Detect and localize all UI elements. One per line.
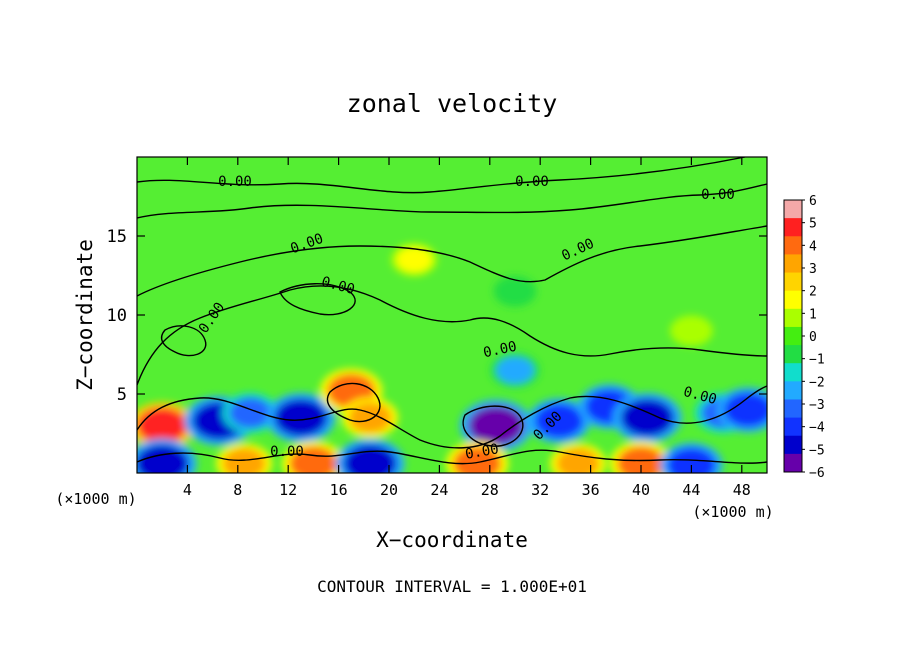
heat-cell xyxy=(222,448,266,473)
contour-label: 0.00 xyxy=(464,441,500,463)
contour-interval: CONTOUR INTERVAL = 1.000E+01 xyxy=(317,577,587,596)
x-tick-label: 24 xyxy=(430,481,448,499)
heat-cell xyxy=(137,444,189,473)
x-tick-label: 16 xyxy=(330,481,348,499)
heat-cell xyxy=(468,405,524,446)
x-tick-label: 32 xyxy=(531,481,549,499)
contour-line xyxy=(279,283,356,316)
contour-line xyxy=(137,225,767,297)
heat-cell xyxy=(620,398,674,437)
x-tick-label: 40 xyxy=(632,481,650,499)
colorbar-tick-label: 3 xyxy=(809,262,817,277)
colorbar-tick-label: 4 xyxy=(809,239,817,254)
colorbar-segment xyxy=(784,218,802,237)
heatmap-field xyxy=(137,243,767,473)
heat-cell xyxy=(674,319,708,343)
x-axis: 4 8 12 16 20 24 28 32 36 40 44 48 xyxy=(183,157,751,499)
contour-label: 0.00 xyxy=(482,339,518,362)
heat-cell xyxy=(348,402,392,434)
heat-cell xyxy=(556,448,600,473)
colorbar-tick-label: −1 xyxy=(809,353,825,368)
contour-line xyxy=(137,183,767,219)
chart-title: zonal velocity xyxy=(347,89,558,118)
heat-cell xyxy=(137,407,188,444)
heat-cell xyxy=(274,398,328,437)
colorbar-segment xyxy=(784,417,802,437)
contour-line xyxy=(326,382,381,423)
colorbar-tick-label: 6 xyxy=(809,194,817,209)
contour-line xyxy=(137,157,746,194)
colorbar-segment xyxy=(784,308,802,328)
contour-label: 0.00 xyxy=(270,444,304,460)
contour-line xyxy=(137,285,767,386)
colorbar-segment xyxy=(784,363,802,382)
colorbar-segment xyxy=(784,290,802,310)
colorbar-tick-label: 5 xyxy=(809,217,817,232)
x-tick-label: 28 xyxy=(481,481,499,499)
heat-cell xyxy=(496,356,534,384)
contour-label: 0.00 xyxy=(515,174,549,190)
x-unit-right: (×1000 m) xyxy=(692,503,773,521)
colorbar-segment xyxy=(784,453,802,473)
y-tick-label: 5 xyxy=(117,385,127,405)
x-tick-label: 20 xyxy=(380,481,398,499)
x-axis-label: X−coordinate xyxy=(376,528,528,552)
colorbar-segment xyxy=(784,272,802,292)
colorbar-tick-label: −2 xyxy=(809,375,825,390)
x-tick-label: 4 xyxy=(183,481,192,499)
contour-label: 0.00 xyxy=(701,187,735,203)
colorbar-tick-label: 0 xyxy=(809,330,817,345)
x-tick-label: 8 xyxy=(233,481,242,499)
contour-line xyxy=(137,385,767,449)
contour-lines xyxy=(137,157,767,465)
colorbar-tick-label: −4 xyxy=(809,421,825,436)
contour-line xyxy=(160,325,207,357)
y-tick-label: 10 xyxy=(107,306,127,326)
x-tick-label: 44 xyxy=(682,481,700,499)
colorbar-tick-label: 2 xyxy=(809,285,817,300)
contour-line xyxy=(462,405,524,447)
heat-cell xyxy=(453,446,502,473)
heat-cell xyxy=(396,247,432,273)
colorbar-segment xyxy=(784,326,802,346)
y-axis: 5 10 15 xyxy=(107,227,767,405)
heat-cell xyxy=(228,397,272,429)
x-tick-label: 36 xyxy=(582,481,600,499)
colorbar-segment xyxy=(784,435,802,455)
x-unit-left: (×1000 m) xyxy=(55,490,136,508)
colorbar-tick-label: −3 xyxy=(809,398,825,413)
heat-cell xyxy=(535,403,584,439)
heat-cell xyxy=(289,446,338,473)
colorbar: 6 5 4 3 2 1 0 −1 −2 −3 −4 −5 −6 xyxy=(783,194,825,481)
x-tick-label: 12 xyxy=(279,481,297,499)
colorbar-segment xyxy=(784,381,802,400)
colorbar-segment xyxy=(784,345,802,364)
colorbar-segment xyxy=(784,200,802,219)
colorbar-tick-label: −6 xyxy=(809,466,825,481)
contour-line xyxy=(137,449,767,465)
heat-cell xyxy=(498,279,532,304)
x-tick-label: 48 xyxy=(733,481,751,499)
colorbar-segment xyxy=(784,254,802,274)
plot-area: 0.00 0.000.000.00 0.000.000.000.000.000.00… xyxy=(137,157,767,473)
contour-label: 0.00 xyxy=(218,174,252,190)
colorbar-segment xyxy=(784,236,802,255)
heat-cell xyxy=(617,446,665,473)
heat-cell xyxy=(724,392,767,427)
colorbar-tick-label: −5 xyxy=(809,443,825,458)
y-tick-label: 15 xyxy=(107,227,127,247)
heat-cell xyxy=(343,444,397,473)
colorbar-segment xyxy=(784,399,802,419)
y-axis-label: Z−coordinate xyxy=(73,239,97,391)
colorbar-tick-label: 1 xyxy=(809,307,817,322)
